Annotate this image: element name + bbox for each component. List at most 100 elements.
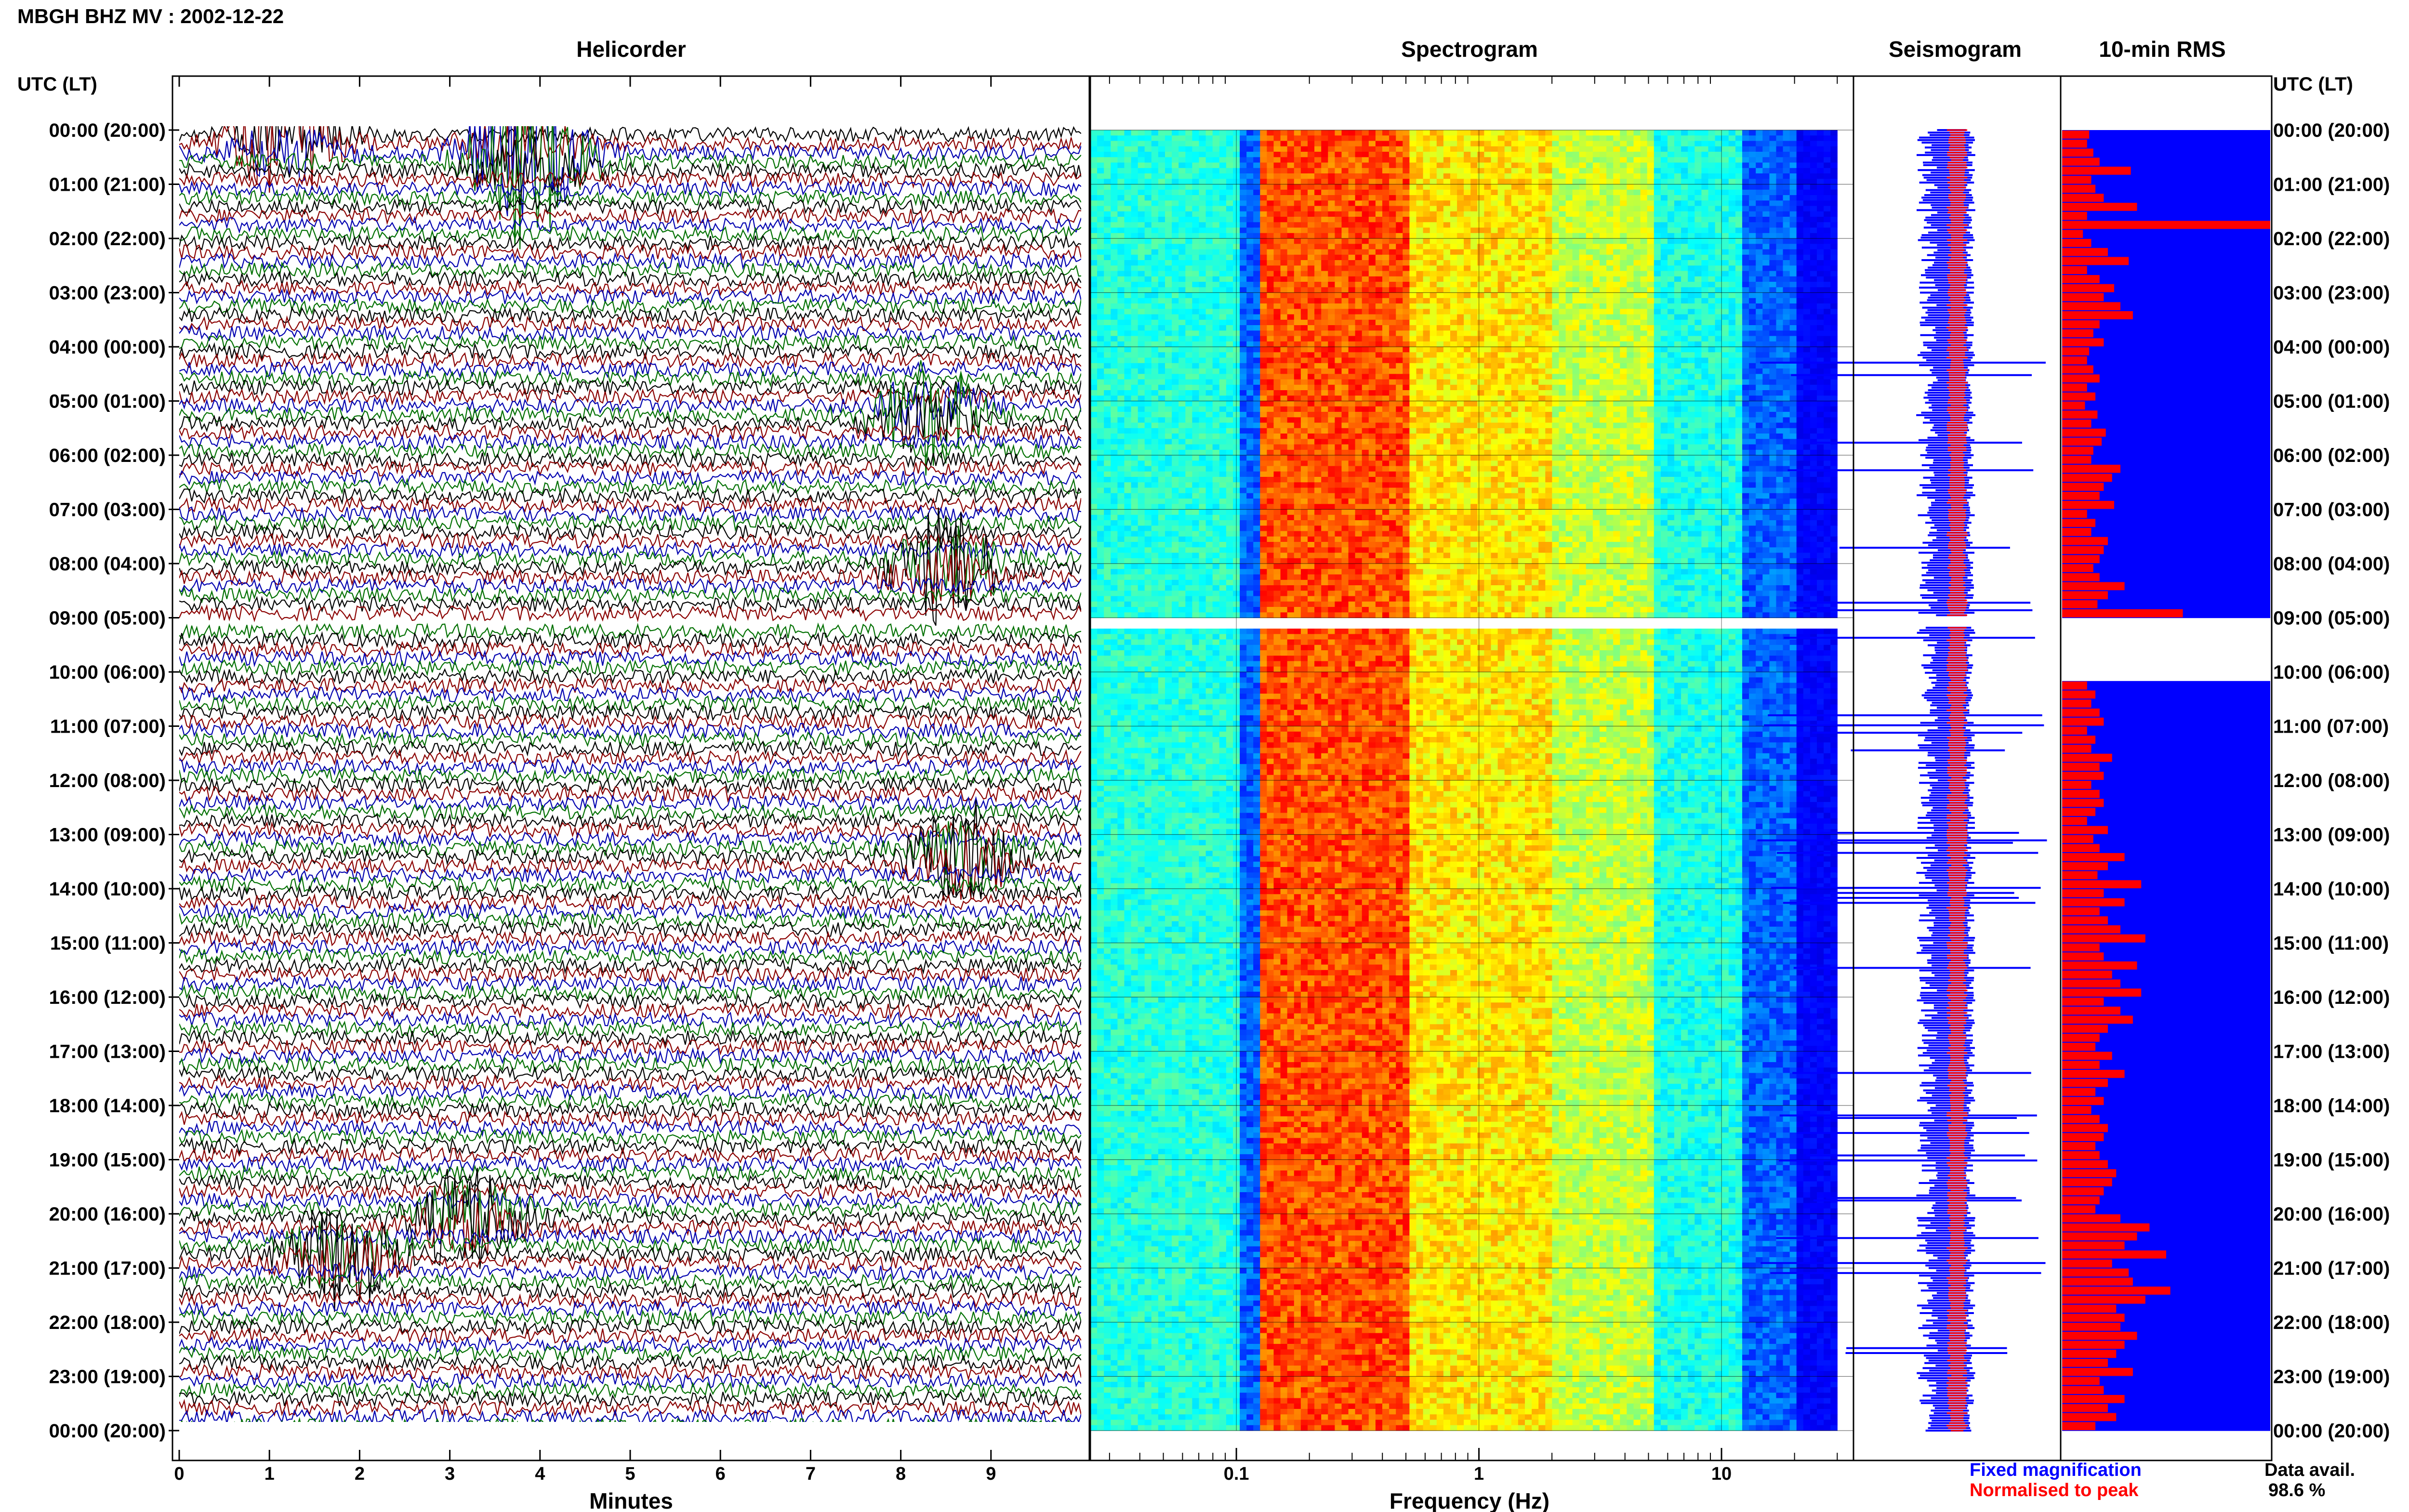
spectrogram-cell bbox=[1199, 228, 1206, 234]
spectrogram-cell bbox=[1117, 347, 1125, 353]
spectrogram-cell bbox=[1349, 255, 1356, 261]
spectrogram-cell bbox=[1349, 179, 1356, 184]
spectrogram-cell bbox=[1573, 282, 1580, 288]
spectrogram-cell bbox=[1783, 276, 1790, 282]
spectrogram-cell bbox=[1559, 330, 1566, 336]
spectrogram-cell bbox=[1253, 276, 1260, 282]
spectrogram-cell bbox=[1470, 303, 1478, 309]
spectrogram-cell bbox=[1335, 255, 1342, 261]
spectrogram-cell bbox=[1090, 179, 1098, 184]
spectrogram-cell bbox=[1450, 184, 1457, 190]
spectrogram-cell bbox=[1430, 211, 1437, 217]
spectrogram-cell bbox=[1097, 195, 1104, 201]
spectrogram-cell bbox=[1701, 303, 1708, 309]
spectrogram-cell bbox=[1518, 358, 1525, 364]
spectrogram-cell bbox=[1301, 228, 1308, 234]
spectrogram-cell bbox=[1613, 244, 1620, 250]
spectrogram-cell bbox=[1430, 217, 1437, 223]
spectrogram-cell bbox=[1470, 168, 1478, 174]
spectrogram-cell bbox=[1335, 173, 1342, 179]
spectrogram-cell bbox=[1634, 352, 1641, 358]
spectrogram-cell bbox=[1824, 320, 1831, 326]
helicorder-trace bbox=[179, 1130, 1081, 1144]
spectrogram-cell bbox=[1586, 265, 1593, 271]
spectrogram-cell bbox=[1470, 358, 1478, 364]
spectrogram-cell bbox=[1443, 141, 1451, 147]
spectrogram-cell bbox=[1681, 358, 1688, 364]
spectrogram-cell bbox=[1308, 135, 1315, 141]
spectrogram-cell bbox=[1423, 233, 1430, 239]
spectrogram-cell bbox=[1192, 195, 1199, 201]
spectrogram-cell bbox=[1511, 238, 1519, 244]
spectrogram-cell bbox=[1219, 157, 1227, 163]
spectrogram-cell bbox=[1158, 195, 1165, 201]
spectrogram-cell bbox=[1274, 228, 1281, 234]
spectrogram-cell bbox=[1369, 190, 1376, 196]
spectrogram-cell bbox=[1423, 238, 1430, 244]
spectrogram-cell bbox=[1267, 298, 1274, 304]
spectrogram-cell bbox=[1518, 287, 1525, 293]
spectrogram-cell bbox=[1409, 315, 1416, 320]
spectrogram-cell bbox=[1674, 271, 1681, 277]
spectrogram-cell bbox=[1321, 130, 1328, 136]
spectrogram-cell bbox=[1090, 315, 1098, 320]
spectrogram-cell bbox=[1199, 135, 1206, 141]
spectrogram-cell bbox=[1274, 238, 1281, 244]
spectrogram-cell bbox=[1145, 260, 1152, 266]
spectrogram-cell bbox=[1593, 342, 1600, 347]
spectrogram-cell bbox=[1450, 179, 1457, 184]
spectrogram-cell bbox=[1219, 244, 1227, 250]
spectrogram-cell bbox=[1525, 200, 1532, 206]
spectrogram-cell bbox=[1579, 276, 1587, 282]
spectrogram-cell bbox=[1641, 244, 1648, 250]
spectrogram-cell bbox=[1342, 228, 1349, 234]
spectrogram-cell bbox=[1579, 330, 1587, 336]
spectrogram-cell bbox=[1762, 233, 1770, 239]
spectrogram-cell bbox=[1722, 206, 1729, 212]
spectrogram-cell bbox=[1165, 293, 1172, 299]
spectrogram-cell bbox=[1376, 190, 1383, 196]
spectrogram-cell bbox=[1776, 330, 1784, 336]
spectrogram-cell bbox=[1634, 282, 1641, 288]
spectrogram-cell bbox=[1566, 184, 1573, 190]
spectrogram-cell bbox=[1185, 255, 1192, 261]
spectrogram-cell bbox=[1125, 200, 1132, 206]
spectrogram-cell bbox=[1756, 222, 1763, 228]
spectrogram-cell bbox=[1518, 265, 1525, 271]
spectrogram-cell bbox=[1606, 330, 1614, 336]
spectrogram-cell bbox=[1545, 130, 1552, 136]
spectrogram-cell bbox=[1525, 190, 1532, 196]
spectrogram-cell bbox=[1776, 315, 1784, 320]
spectrogram-cell bbox=[1674, 287, 1681, 293]
spectrogram-cell bbox=[1389, 293, 1396, 299]
spectrogram-cell bbox=[1613, 298, 1620, 304]
spectrogram-cell bbox=[1470, 135, 1478, 141]
spectrogram-cell bbox=[1376, 217, 1383, 223]
spectrogram-cell bbox=[1287, 315, 1295, 320]
spectrogram-cell bbox=[1538, 206, 1546, 212]
spectrogram-cell bbox=[1749, 152, 1756, 158]
spectrogram-cell bbox=[1824, 228, 1831, 234]
spectrogram-cell bbox=[1172, 195, 1179, 201]
spectrogram-cell bbox=[1240, 184, 1247, 190]
spectrogram-cell bbox=[1090, 309, 1098, 315]
spectrogram-cell bbox=[1145, 315, 1152, 320]
spectrogram-cell bbox=[1783, 298, 1790, 304]
spectrogram-cell bbox=[1552, 244, 1559, 250]
spectrogram-cell bbox=[1552, 276, 1559, 282]
spectrogram-cell bbox=[1281, 135, 1288, 141]
spectrogram-cell bbox=[1810, 146, 1817, 152]
spectrogram-cell bbox=[1349, 135, 1356, 141]
spectrogram-cell bbox=[1627, 265, 1634, 271]
spectrogram-cell bbox=[1715, 276, 1722, 282]
spectrogram-cell bbox=[1511, 244, 1519, 250]
spectrogram-cell bbox=[1783, 152, 1790, 158]
spectrogram-cell bbox=[1484, 260, 1491, 266]
spectrogram-cell bbox=[1566, 238, 1573, 244]
spectrogram-cell bbox=[1661, 336, 1668, 342]
spectrogram-cell bbox=[1274, 179, 1281, 184]
spectrogram-cell bbox=[1661, 293, 1668, 299]
spectrogram-cell bbox=[1701, 336, 1708, 342]
spectrogram-cell bbox=[1314, 200, 1322, 206]
spectrogram-cell bbox=[1423, 168, 1430, 174]
